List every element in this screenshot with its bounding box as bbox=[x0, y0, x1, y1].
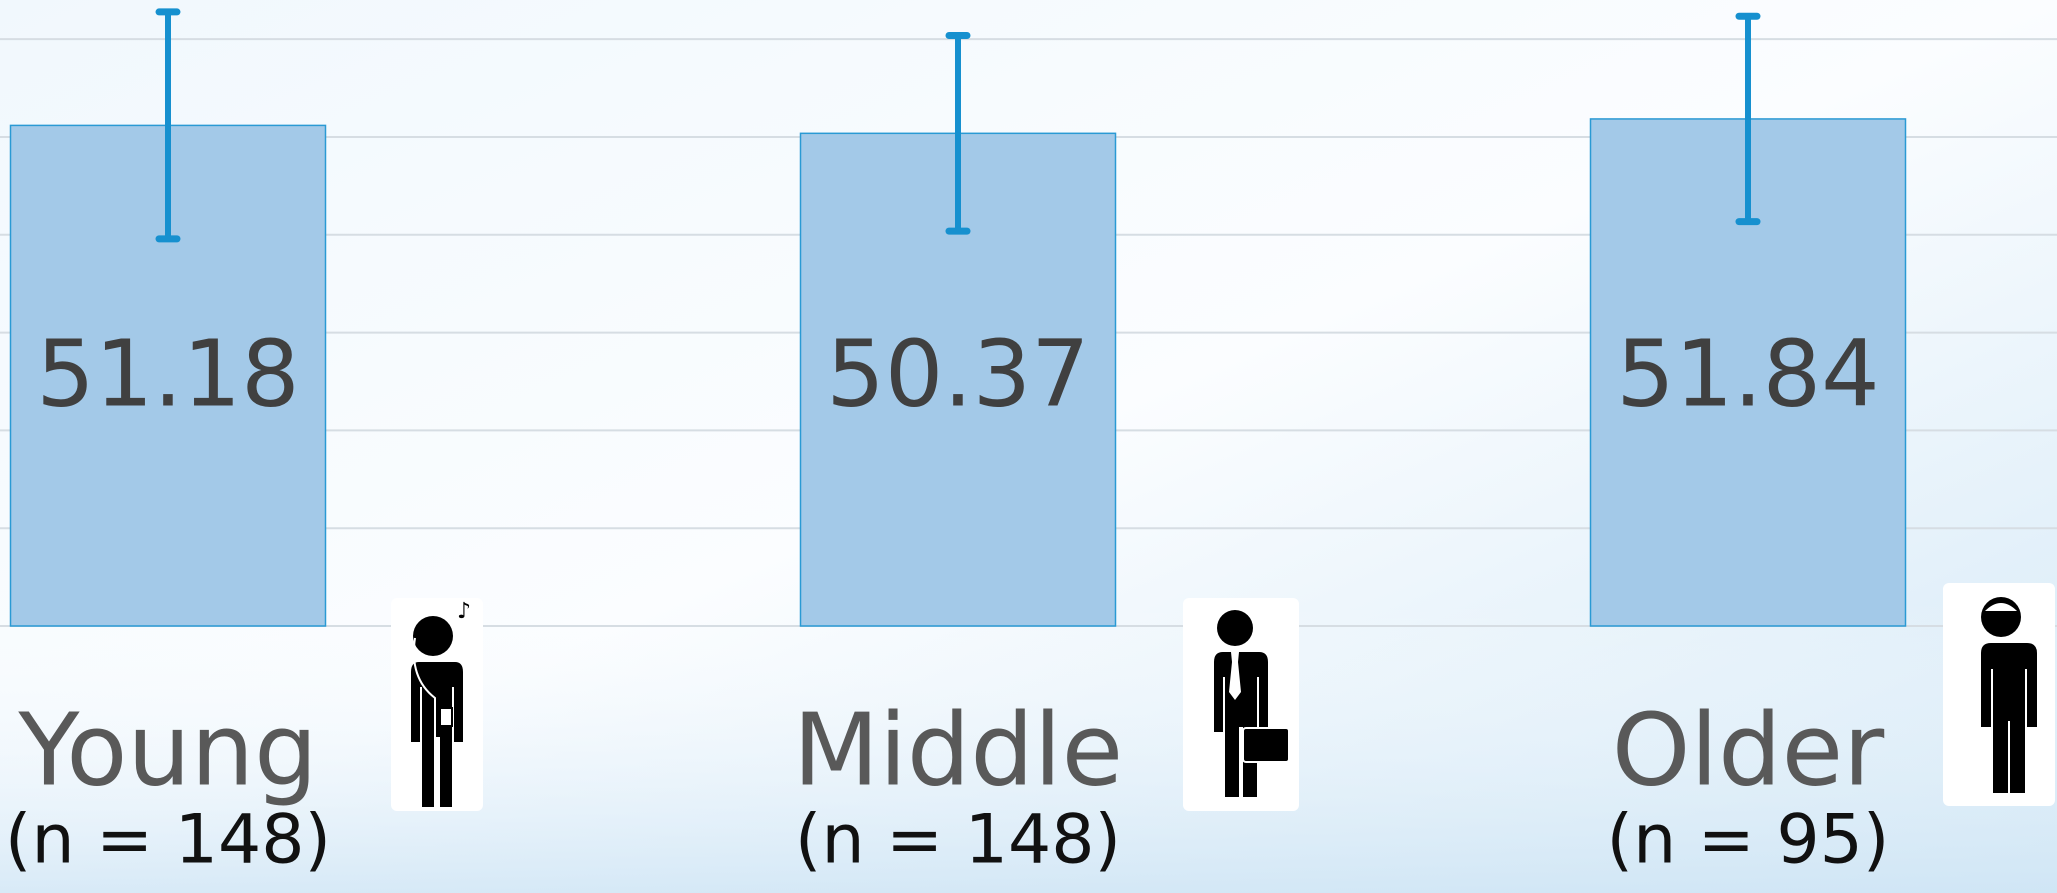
category-label: Middle bbox=[793, 691, 1123, 808]
bars bbox=[9, 8, 1907, 627]
value-label: 51.18 bbox=[36, 320, 299, 427]
category-note: (n = 148) bbox=[795, 801, 1121, 880]
icon-young: ♪ bbox=[391, 598, 483, 811]
value-label: 50.37 bbox=[826, 320, 1089, 427]
category-note: (n = 95) bbox=[1607, 801, 1890, 880]
svg-text:♪: ♪ bbox=[457, 599, 471, 624]
category-label: Older bbox=[1612, 691, 1885, 808]
background-fade bbox=[0, 600, 2057, 893]
icon-middle bbox=[1183, 598, 1299, 811]
value-label: 51.84 bbox=[1616, 320, 1879, 427]
icon-older bbox=[1943, 583, 2055, 806]
category-label: Young bbox=[17, 691, 317, 808]
category-note: (n = 148) bbox=[5, 801, 331, 880]
